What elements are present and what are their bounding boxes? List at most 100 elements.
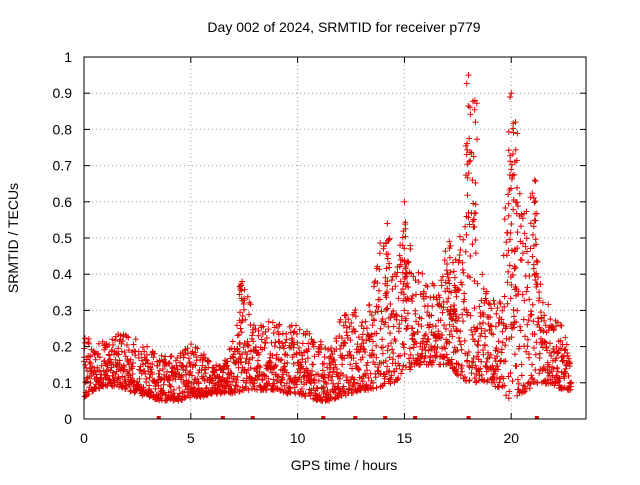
- data-point: [530, 318, 537, 325]
- data-point: [422, 347, 429, 354]
- data-point: [468, 370, 475, 377]
- data-point: [162, 353, 169, 360]
- data-point: [460, 269, 467, 276]
- data-point: [411, 331, 418, 338]
- data-point: [393, 365, 400, 372]
- data-point: [251, 377, 258, 384]
- peak-point: [531, 271, 538, 278]
- data-point: [255, 373, 262, 380]
- data-point: [382, 373, 389, 380]
- data-point: [430, 294, 437, 301]
- data-point: [439, 273, 446, 280]
- data-point: [407, 351, 414, 358]
- data-point: [302, 358, 309, 365]
- data-point: [441, 257, 448, 264]
- data-point: [540, 328, 547, 335]
- data-point: [266, 380, 273, 387]
- data-point: [370, 385, 377, 392]
- data-point: [123, 341, 130, 348]
- data-point: [141, 348, 148, 355]
- data-point: [515, 380, 522, 387]
- data-point: [136, 375, 143, 382]
- data-point: [532, 236, 539, 243]
- data-point: [278, 356, 285, 363]
- data-point: [373, 342, 380, 349]
- data-point: [290, 329, 297, 336]
- data-point: [339, 361, 346, 368]
- data-point: [397, 352, 404, 359]
- y-tick-label: 0.1: [53, 375, 73, 391]
- data-point: [249, 354, 256, 361]
- data-point: [527, 245, 534, 252]
- data-point: [200, 373, 207, 380]
- data-point: [174, 354, 181, 361]
- data-point: [511, 351, 518, 358]
- y-tick-label: 0.9: [53, 85, 73, 101]
- data-point: [203, 384, 210, 391]
- data-point: [525, 354, 532, 361]
- data-point: [369, 338, 376, 345]
- data-point: [507, 295, 514, 302]
- data-point: [256, 382, 263, 389]
- data-point: [193, 354, 200, 361]
- data-point: [443, 325, 450, 332]
- data-point: [181, 394, 188, 401]
- data-point: [480, 351, 487, 358]
- data-point: [385, 368, 392, 375]
- data-point: [345, 316, 352, 323]
- data-point: [462, 248, 469, 255]
- data-point: [409, 325, 416, 332]
- data-point: [403, 326, 410, 333]
- data-point: [524, 284, 531, 291]
- data-point: [129, 371, 136, 378]
- data-point: [305, 346, 312, 353]
- data-point: [395, 374, 402, 381]
- data-point: [409, 292, 416, 299]
- data-point: [470, 200, 477, 207]
- data-point: [356, 366, 363, 373]
- data-point: [265, 318, 272, 325]
- data-point: [529, 301, 536, 308]
- data-point: [100, 367, 107, 374]
- data-point: [521, 333, 528, 340]
- data-point: [198, 367, 205, 374]
- data-point: [82, 361, 89, 368]
- data-point: [523, 208, 530, 215]
- data-point: [401, 350, 408, 357]
- data-point: [529, 374, 536, 381]
- peak-point: [446, 238, 453, 245]
- data-point: [329, 351, 336, 358]
- data-point: [234, 345, 241, 352]
- data-point: [155, 382, 162, 389]
- data-point: [510, 206, 517, 213]
- peak-point: [511, 246, 518, 253]
- peak-point: [506, 186, 513, 193]
- data-point: [435, 330, 442, 337]
- peak-point: [453, 293, 460, 300]
- data-point: [94, 364, 101, 371]
- data-point: [330, 368, 337, 375]
- data-point: [546, 349, 553, 356]
- data-point: [372, 374, 379, 381]
- data-point: [142, 370, 149, 377]
- data-point: [557, 345, 564, 352]
- data-point: [258, 336, 265, 343]
- data-point: [292, 390, 299, 397]
- data-point: [390, 350, 397, 357]
- data-point: [343, 324, 350, 331]
- data-point: [216, 363, 223, 370]
- data-point: [419, 270, 426, 277]
- data-point: [341, 355, 348, 362]
- data-point: [561, 353, 568, 360]
- data-point: [478, 330, 485, 337]
- data-point: [351, 376, 358, 383]
- data-point: [112, 371, 119, 378]
- data-point: [521, 230, 528, 237]
- data-point: [108, 382, 115, 389]
- data-point: [541, 317, 548, 324]
- y-tick-label: 0.6: [53, 194, 73, 210]
- data-point: [92, 356, 99, 363]
- peak-point: [464, 161, 471, 168]
- data-point: [514, 376, 521, 383]
- data-point: [541, 338, 548, 345]
